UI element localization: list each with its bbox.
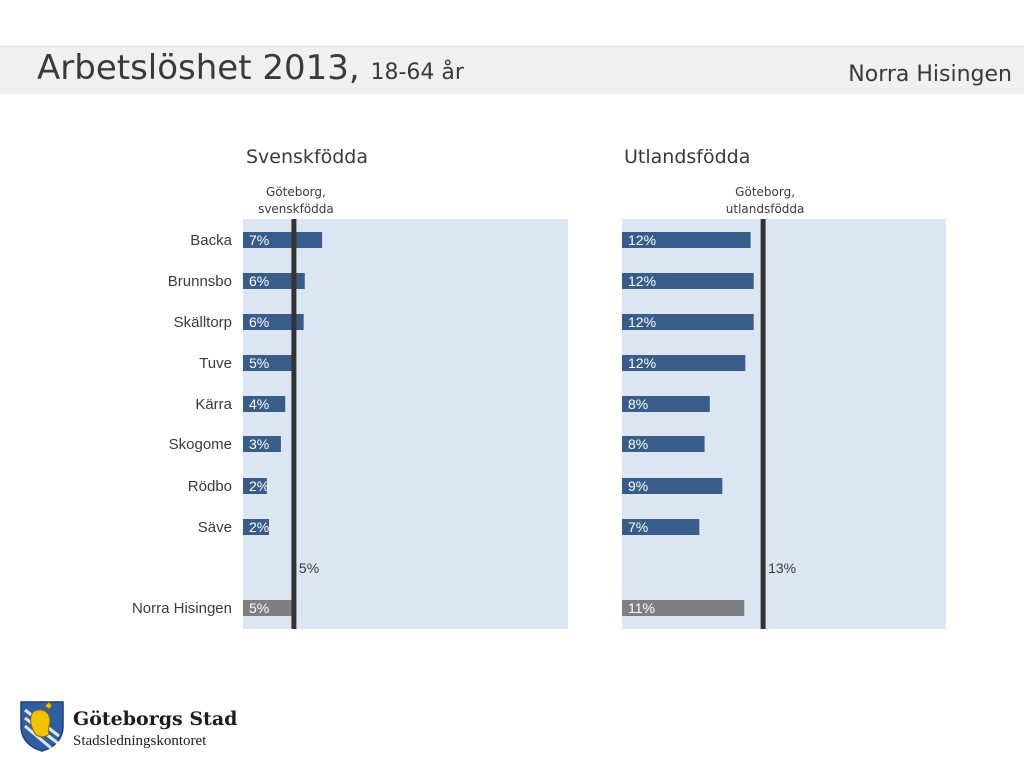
utlandsfodda-data-label: 7% [628, 519, 648, 535]
svenskfodda-reference-label-line2: svenskfödda [258, 202, 334, 216]
svenskfodda-bar [243, 436, 281, 452]
utlandsfodda-bar [622, 396, 710, 412]
utlandsfodda-data-label: 12% [628, 314, 656, 330]
category-label: Norra Hisingen [132, 600, 232, 617]
svenskfodda-bar [243, 232, 323, 248]
svenskfodda-bar [243, 519, 269, 535]
category-label: Rödbo [188, 478, 232, 495]
svenskfodda-data-label: 7% [249, 232, 269, 248]
utlandsfodda-bar [622, 273, 754, 289]
svenskfodda-data-label: 2% [249, 519, 269, 535]
utlandsfodda-data-label: 9% [628, 478, 648, 494]
org-subtitle: Stadsledningskontoret [73, 733, 207, 749]
svenskfodda-bar [243, 355, 294, 371]
utlandsfodda-bar [622, 519, 700, 535]
utlandsfodda-data-label: 12% [628, 355, 656, 371]
utlandsfodda-data-label: 11% [628, 600, 655, 616]
utlandsfodda-data-label: 12% [628, 273, 656, 289]
region-name: Norra Hisingen [848, 62, 1012, 87]
svenskfodda-reference-label-line1: Göteborg, [266, 185, 326, 199]
utlandsfodda-bar [622, 600, 745, 616]
svenskfodda-bar [243, 478, 267, 494]
title-main: Arbetslöshet 2013, [37, 48, 360, 88]
svenskfodda-bar [243, 314, 304, 330]
utlandsfodda-bar [622, 314, 754, 330]
org-name: Göteborgs Stad [73, 708, 238, 730]
svenskfodda-data-label: 3% [249, 436, 269, 452]
svenskfodda-reference-value: 5% [299, 560, 319, 576]
svenskfodda-bar [243, 600, 297, 616]
svenskfodda-data-label: 6% [249, 314, 269, 330]
utlandsfodda-bar [622, 232, 751, 248]
title-subtitle: 18-64 år [370, 60, 464, 85]
category-label: Brunnsbo [168, 273, 232, 290]
utlandsfodda-data-label: 8% [628, 436, 648, 452]
svenskfodda-data-label: 4% [249, 396, 269, 412]
svenskfodda-bar [243, 396, 286, 412]
category-label: Backa [190, 232, 232, 249]
svenskfodda-data-label: 5% [249, 600, 269, 616]
utlandsfodda-bar [622, 355, 746, 371]
utlandsfodda-panel-title: Utlandsfödda [624, 146, 750, 168]
crest-icon [20, 701, 64, 752]
utlandsfodda-reference-value: 13% [768, 560, 796, 576]
svenskfodda-panel-title: Svenskfödda [246, 146, 368, 168]
utlandsfodda-bar [622, 478, 723, 494]
category-label: Skälltorp [174, 314, 232, 331]
svenskfodda-data-label: 2% [249, 478, 269, 494]
utlandsfodda-reference-label-line1: Göteborg, [735, 185, 795, 199]
category-label: Skogome [169, 436, 232, 453]
svenskfodda-bar [243, 273, 305, 289]
category-label: Säve [198, 519, 232, 536]
svenskfodda-data-label: 5% [249, 355, 269, 371]
title-band [0, 45, 1024, 94]
goteborg-crest-logo [19, 700, 65, 757]
utlandsfodda-data-label: 8% [628, 396, 648, 412]
page-title: Arbetslöshet 2013, 18-64 år [37, 48, 464, 88]
utlandsfodda-data-label: 12% [628, 232, 656, 248]
utlandsfodda-reference-label-line2: utlandsfödda [726, 202, 805, 216]
utlandsfodda-bar [622, 436, 705, 452]
category-label: Kärra [195, 396, 232, 413]
category-label: Tuve [199, 355, 232, 372]
svenskfodda-data-label: 6% [249, 273, 269, 289]
